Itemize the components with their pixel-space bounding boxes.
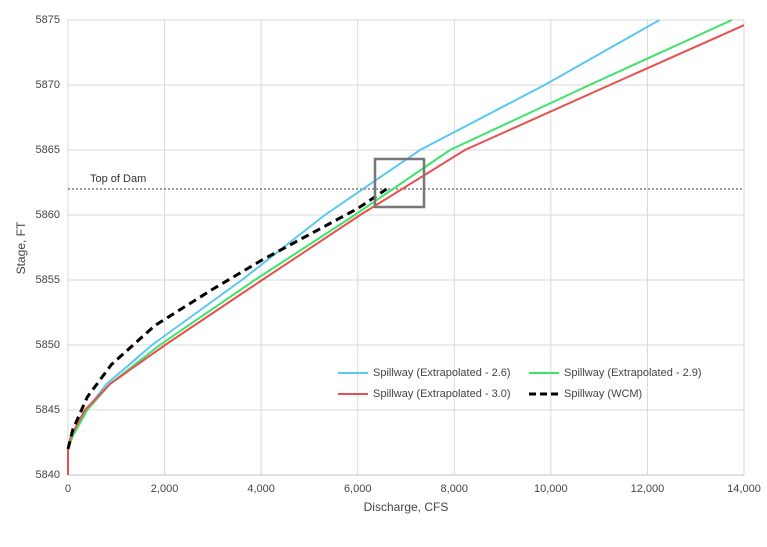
y-tick-label: 5870 [36, 79, 60, 91]
series-line [66, 187, 388, 450]
legend-label: Spillway (WCM) [564, 388, 642, 400]
y-tick-label: 5840 [36, 469, 60, 481]
y-tick-label: 5845 [36, 404, 60, 416]
plot-area: 5840 5845 5850 5855 5860 5865 5870 5875 0 2,000 4,… [36, 14, 761, 495]
x-tick-label: 6,000 [344, 483, 372, 495]
x-tick-label: 8,000 [441, 483, 469, 495]
reference-label: Top of Dam [90, 173, 146, 185]
y-tick-label: 5865 [36, 144, 60, 156]
series-line [67, 24, 745, 475]
y-tick-label: 5860 [36, 209, 60, 221]
y-tick-label: 5855 [36, 274, 60, 286]
y-tick-label: 5875 [36, 14, 60, 26]
y-axis-title: Stage, FT [14, 221, 28, 274]
x-tick-label: 14,000 [727, 483, 761, 495]
legend-label: Spillway (Extrapolated - 2.9) [564, 367, 702, 379]
highlight-box [373, 157, 426, 209]
x-tick-label: 2,000 [151, 483, 179, 495]
series-line [67, 19, 733, 450]
x-tick-label: 10,000 [534, 483, 568, 495]
x-tick-label: 12,000 [631, 483, 665, 495]
legend-label: Spillway (Extrapolated - 2.6) [373, 367, 511, 379]
x-axis-title: Discharge, CFS [364, 500, 449, 514]
x-tick-label: 4,000 [247, 483, 275, 495]
series-line [67, 19, 660, 450]
x-tick-label: 0 [65, 483, 71, 495]
y-tick-label: 5850 [36, 339, 60, 351]
legend-label: Spillway (Extrapolated - 3.0) [373, 388, 511, 400]
